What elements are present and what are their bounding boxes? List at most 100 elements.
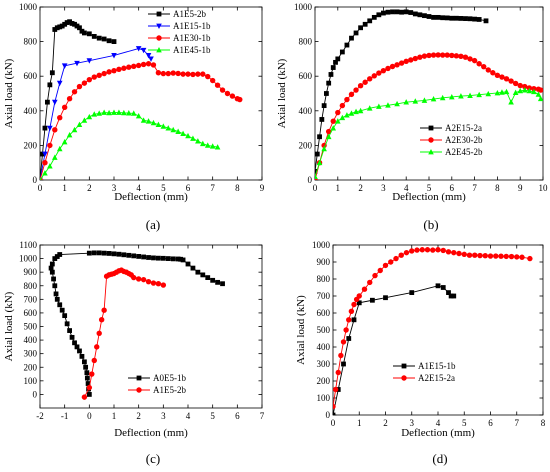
data-point [535, 91, 542, 97]
x-tick-label: 5 [462, 418, 467, 428]
y-tick-label: 800 [24, 281, 38, 291]
data-point [326, 80, 332, 86]
data-point [155, 281, 162, 287]
data-point [344, 42, 350, 48]
data-point [333, 59, 338, 65]
chart-panel-3: -2 -1 0 1 2 3 4 5 6 7 0 100 200 300 400 500 600 700 800 900… [3, 240, 265, 466]
data-point [417, 54, 423, 60]
data-point [508, 99, 514, 105]
data-point [200, 71, 206, 77]
data-point [339, 114, 346, 121]
legend-marker [428, 149, 434, 155]
data-point [472, 252, 478, 258]
data-point [522, 83, 528, 90]
data-point [412, 11, 418, 17]
x-tick-label: 2 [383, 418, 388, 428]
data-point [408, 10, 414, 15]
y-tick-label: 700 [24, 294, 38, 304]
data-point [498, 253, 504, 259]
data-point [51, 276, 56, 282]
data-point [61, 104, 68, 111]
data-point [446, 290, 451, 295]
data-point [394, 9, 400, 15]
data-layer [333, 247, 533, 415]
data-point [385, 9, 391, 15]
data-point [319, 117, 325, 122]
data-point [503, 76, 510, 82]
data-point [328, 72, 334, 77]
data-point [351, 301, 357, 308]
data-point [403, 9, 409, 15]
data-point [409, 290, 415, 295]
data-point [136, 254, 142, 259]
data-point [219, 87, 226, 93]
series-line [40, 112, 218, 180]
data-point [369, 297, 375, 303]
data-point [52, 27, 58, 32]
legend-marker [136, 375, 142, 381]
data-point [42, 170, 48, 176]
data-point [62, 21, 68, 27]
y-tick-label: 900 [317, 257, 331, 267]
data-point [362, 21, 368, 27]
data-point [376, 70, 382, 76]
data-point [377, 267, 383, 274]
data-point [106, 109, 112, 116]
y-tick-label: 500 [24, 322, 38, 332]
legend: A2E15-2a A2E30-2b A2E45-2b [420, 123, 483, 157]
data-point [66, 95, 73, 102]
data-point [330, 125, 337, 131]
x-tick-label: 4 [186, 411, 191, 421]
data-point [40, 177, 42, 180]
chart-panel-1: 0 1 2 3 4 5 6 7 8 9 0 200 400 600 800 1000 Deflection (m… [3, 2, 265, 232]
data-point [59, 23, 65, 29]
data-point [482, 253, 488, 259]
data-point [476, 91, 482, 98]
data-point [56, 80, 63, 87]
data-point [380, 67, 387, 74]
data-point [462, 54, 469, 60]
data-layer [40, 19, 243, 180]
data-point [494, 72, 501, 79]
data-point [412, 55, 419, 62]
data-point [82, 359, 87, 365]
data-point [499, 74, 505, 80]
data-point [175, 128, 181, 134]
x-tick-label: 3 [410, 418, 415, 428]
data-point [356, 293, 362, 299]
data-point [195, 71, 201, 77]
data-point [376, 12, 382, 18]
y-tick-label: 700 [317, 291, 331, 301]
data-point [47, 142, 53, 149]
data-point [409, 248, 415, 254]
data-point [422, 13, 427, 19]
data-point [204, 142, 211, 148]
x-tick-label: 7 [515, 418, 520, 428]
data-point [66, 132, 73, 138]
data-point [145, 118, 152, 124]
y-tick-label: 1100 [19, 240, 37, 250]
legend-marker [136, 387, 142, 393]
data-point [135, 112, 142, 119]
data-point [71, 89, 78, 95]
legend-label: A1E30-1b [173, 33, 211, 43]
y-axis-label: Axial load (kN) [3, 58, 15, 128]
data-point [126, 64, 132, 70]
x-tick-label: 1 [112, 411, 117, 421]
x-tick-label: 2 [136, 411, 141, 421]
data-point [61, 138, 68, 145]
data-point [76, 121, 83, 128]
data-point [382, 262, 389, 269]
data-point [417, 12, 423, 18]
data-point [101, 36, 107, 42]
data-point [439, 94, 446, 101]
data-point [325, 128, 332, 135]
data-point [48, 265, 54, 271]
data-point [131, 253, 137, 259]
data-point [86, 58, 93, 64]
data-point [121, 65, 127, 71]
data-point [467, 92, 473, 98]
data-point [165, 70, 171, 77]
data-point [91, 74, 97, 80]
data-point [343, 327, 349, 333]
